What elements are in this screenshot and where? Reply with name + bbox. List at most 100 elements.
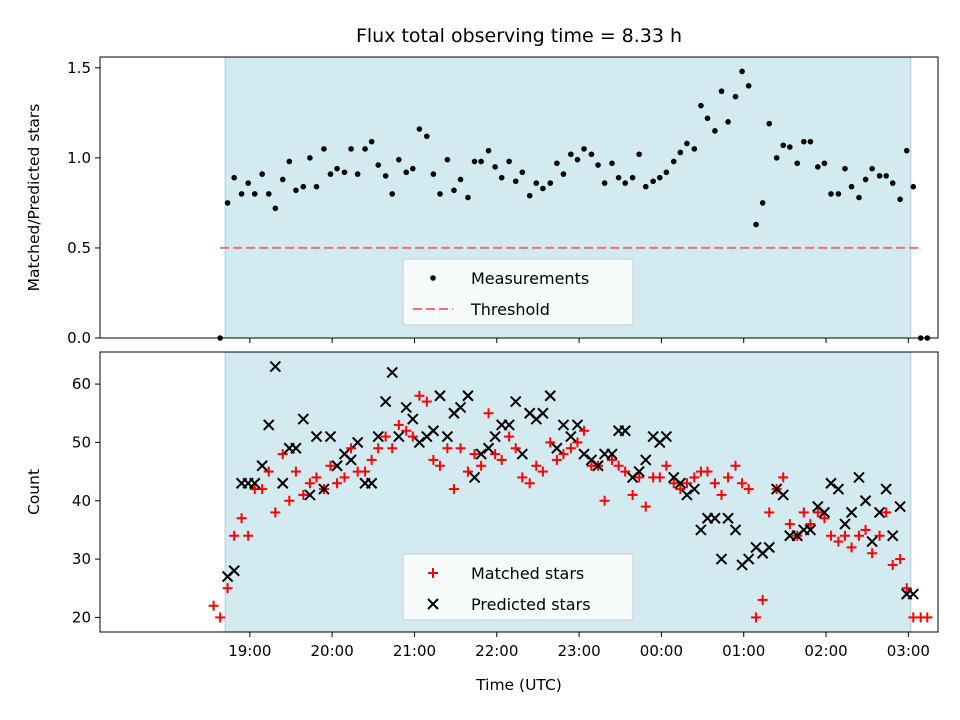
matched-star-point — [572, 437, 583, 448]
predicted-star-point — [722, 512, 734, 524]
matched-star-point — [874, 530, 885, 541]
predicted-star-point — [228, 565, 240, 577]
matched-star-point — [668, 478, 679, 489]
matched-star-point — [805, 519, 816, 530]
measurement-point — [307, 155, 313, 161]
measurement-point — [437, 191, 443, 197]
measurement-point — [251, 191, 258, 197]
predicted-star-point — [372, 430, 384, 443]
predicted-star-point — [660, 430, 673, 443]
measurement-point — [478, 158, 484, 165]
matched-star-point — [757, 594, 768, 605]
chart-title: Flux total observing time = 8.33 h — [356, 25, 682, 47]
ratio-y-axis: 0.0 0.5 1.0 1.5 — [67, 59, 100, 347]
predicted-star-point — [866, 535, 878, 548]
x-tick-label: 23:00 — [557, 642, 600, 660]
x-tick-label: 02:00 — [804, 642, 847, 660]
matched-star-point — [366, 454, 377, 465]
legend-label: Predicted stars — [471, 595, 591, 614]
count-panel-frame — [99, 351, 939, 633]
matched-star-point — [270, 507, 281, 518]
measurement-point — [581, 146, 587, 152]
predicted-star-point — [695, 524, 707, 536]
y-tick-label: 60 — [72, 375, 91, 393]
predicted-star-point — [510, 395, 522, 408]
predicted-star-point — [551, 442, 563, 454]
predicted-star-point — [407, 413, 419, 425]
measurement-point — [410, 165, 416, 172]
predicted-star-point — [304, 489, 316, 501]
matched-star-point — [730, 460, 741, 471]
count-legend: Matched stars Predicted stars — [402, 553, 634, 621]
predicted-star-point — [454, 401, 467, 414]
measurement-point — [300, 183, 307, 190]
ratio-y-axis-label: Matched/Predicted stars — [25, 104, 43, 292]
matched-star-point — [490, 449, 501, 460]
predicted-star-point — [557, 419, 570, 431]
measurement-point — [759, 200, 766, 206]
measurement-point — [554, 160, 560, 167]
measurement-point — [354, 171, 361, 177]
measurement-point — [691, 146, 698, 152]
y-tick-label: 50 — [72, 433, 91, 451]
predicted-star-point — [489, 430, 501, 443]
legend-matched-swatch — [428, 568, 438, 578]
matched-star-point — [290, 466, 301, 477]
legend-box — [402, 258, 634, 326]
predicted-star-point — [310, 430, 323, 443]
x-tick-label: 03:00 — [887, 642, 930, 660]
predicted-star-point — [640, 454, 652, 466]
matched-star-point — [346, 443, 357, 454]
matched-star-point — [401, 425, 412, 436]
matched-star-point — [833, 536, 844, 547]
measurement-point — [498, 174, 505, 181]
legend-box — [402, 553, 634, 621]
measurement-point — [348, 146, 354, 152]
y-tick-label: 1.5 — [67, 59, 91, 77]
measurement-point — [526, 192, 533, 199]
predicted-star-point — [742, 553, 755, 565]
measurement-point — [828, 191, 834, 197]
measurement-point — [533, 180, 540, 186]
measurement-point — [540, 185, 546, 192]
measurement-point — [471, 158, 478, 165]
measurement-point — [574, 156, 581, 163]
x-tick-label: 19:00 — [228, 642, 271, 660]
measurement-point — [897, 196, 903, 203]
matched-star-point — [208, 600, 219, 611]
measurement-point — [629, 174, 636, 181]
measurement-point — [368, 138, 375, 145]
measurement-point — [396, 156, 402, 163]
measurement-point — [313, 183, 320, 190]
predicted-star-point — [544, 390, 556, 402]
measurement-point — [856, 194, 862, 201]
measurement-point — [712, 128, 718, 134]
measurement-point — [506, 158, 512, 165]
matched-star-point — [284, 495, 295, 506]
matched-star-point — [229, 530, 240, 541]
measurement-point — [424, 133, 430, 140]
measurement-point — [444, 156, 451, 163]
matched-star-point — [257, 484, 268, 495]
predicted-star-point — [290, 442, 302, 454]
time-x-axis: 19:00 20:00 21:00 22:00 23:00 00:00 01:00 02:00… — [228, 632, 930, 660]
predicted-star-point — [324, 430, 337, 443]
measurement-point — [245, 180, 251, 186]
matched-star-point — [681, 478, 692, 489]
measurement-point — [807, 138, 814, 145]
y-tick-label: 40 — [72, 492, 91, 510]
matched-star-point — [462, 466, 473, 477]
measurement-point — [642, 183, 649, 190]
matched-star-point — [613, 460, 624, 471]
measurement-point — [773, 155, 780, 161]
predicted-star-point — [763, 541, 775, 554]
predicted-star-point — [578, 448, 590, 460]
matched-star-point — [675, 484, 686, 495]
predicted-star-point — [468, 471, 481, 484]
matched-star-point — [867, 548, 878, 559]
measurement-point — [725, 119, 731, 125]
legend-label: Threshold — [470, 300, 550, 319]
matched-star-point — [839, 530, 850, 541]
matched-star-point — [393, 419, 404, 430]
matched-star-point — [654, 472, 665, 483]
